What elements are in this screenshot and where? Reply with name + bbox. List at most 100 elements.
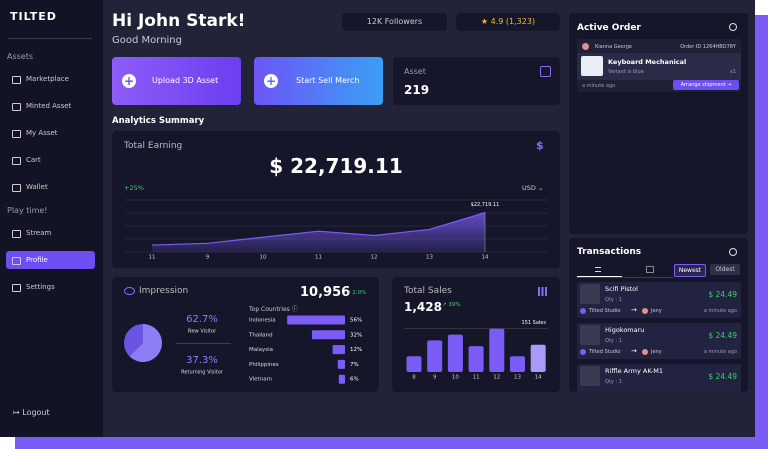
upload-label: Upload 3D Asset (152, 76, 219, 85)
item-price: $ 24.49 (708, 372, 737, 381)
menu-item[interactable]: Minted Asset (26, 102, 72, 110)
country-bar (332, 345, 345, 355)
sales-title: Total Sales (404, 286, 452, 296)
sell-button[interactable]: + Start Sell Merch (254, 57, 383, 105)
impression-total: 10,956 (300, 285, 351, 300)
item-thumb (580, 284, 600, 304)
currency: USD (522, 184, 536, 192)
item-thumb (580, 325, 600, 345)
currency-select[interactable]: USD ⌄ (522, 184, 544, 192)
upload-button[interactable]: + Upload 3D Asset (112, 57, 241, 105)
x-tick-label: 13 (426, 255, 433, 261)
sales-bar (406, 356, 422, 372)
item-thumb (580, 366, 600, 386)
country-bar (338, 374, 345, 384)
impression-change-value: 2.0% (352, 290, 367, 296)
logout[interactable]: ↦ Logout (13, 408, 50, 417)
earning-total: $ 22,719.11 (269, 154, 403, 178)
arrow: → (631, 347, 637, 355)
earning-line (151, 212, 486, 246)
transactions-title: Transactions (577, 247, 642, 257)
menu-item[interactable]: Profile (26, 256, 48, 264)
followers: 12K Followers (342, 13, 447, 31)
sales-total: 1,428 (404, 300, 442, 314)
list-tab[interactable] (595, 267, 601, 272)
subtitle: Good Morning (112, 35, 182, 46)
item-to: Jeny (651, 308, 662, 314)
logout-label: Logout (22, 408, 50, 417)
item-from: Tilted Studio (589, 308, 621, 314)
menu-item[interactable]: My Asset (26, 129, 58, 137)
customer: Kianna George (595, 44, 632, 50)
menu-icon (12, 230, 21, 238)
item-price: $ 24.49 (708, 290, 737, 299)
impression-change: ↗ 2.0% (346, 290, 367, 296)
sidebar: TILTED ↦ Logout Assets Marketplace Minted … (0, 0, 103, 437)
x-tick-label: 14 (535, 375, 542, 381)
to-avatar (642, 308, 648, 314)
annotation: $22,719.11 (471, 202, 500, 208)
rating-value: 4.9 (490, 17, 504, 26)
x-tick-label: 13 (514, 375, 521, 381)
country-value: 32% (350, 332, 362, 338)
arrange-label: Arrange shipment (680, 82, 726, 88)
variant: Variant is blue (608, 69, 644, 75)
x-tick-label: 11 (473, 375, 480, 381)
country-value: 7% (350, 362, 359, 368)
order-box: Kianna George Order ID 1264HBD78Y Keyboa… (577, 39, 741, 92)
item-time: a minute ago (703, 308, 737, 314)
newest-button[interactable]: Newest (674, 264, 706, 277)
x-tick-label: 11 (315, 255, 322, 261)
arrange-button[interactable]: Arrange shipment → (673, 80, 739, 90)
sales-card: Total Sales 1,428 ↗ 39% (392, 277, 560, 392)
earning-change: +25% (124, 184, 144, 192)
menu-item[interactable]: Cart (26, 156, 41, 164)
rating: ★ 4.9 (1,323) (456, 13, 560, 31)
x-tick-label: 11 (149, 255, 156, 261)
product-row (577, 53, 741, 80)
item-time: a minute ago (703, 349, 737, 355)
transaction-row (577, 323, 741, 359)
menu-item[interactable]: Settings (26, 283, 55, 291)
arrow: → (631, 306, 637, 314)
menu-icon (12, 103, 21, 111)
x-tick-label: 10 (452, 375, 459, 381)
menu-item[interactable]: Stream (26, 229, 52, 237)
countries-title: Top Countries ⓘ (249, 306, 298, 313)
search-icon[interactable] (729, 23, 737, 31)
dashboard: TILTED ↦ Logout Assets Marketplace Minted … (0, 0, 755, 437)
grid-tab[interactable] (646, 266, 654, 273)
country-label: Vietnam (249, 377, 272, 383)
x-tick-label: 8 (412, 375, 416, 381)
active-highlight (6, 251, 95, 269)
to-avatar (642, 349, 648, 355)
country-label: Malaysia (249, 347, 273, 353)
country-label: Indonesia (249, 318, 276, 324)
menu-group-title: Play time! (7, 206, 48, 215)
earning-title: Total Earning (124, 141, 183, 151)
menu-group-title: Assets (7, 52, 34, 61)
x-tick-label: 12 (493, 375, 500, 381)
sales-bar (510, 356, 525, 372)
country-value: 56% (350, 318, 362, 324)
avatar (582, 43, 589, 50)
item-price: $ 24.49 (708, 331, 737, 340)
product-thumb (581, 56, 603, 76)
asset-value: 219 (404, 83, 430, 97)
item-qty: Qty : 1 (605, 379, 622, 385)
item-name: Higokomaru (605, 326, 645, 334)
menu-item[interactable]: Marketplace (26, 75, 69, 83)
asset-card: Asset 219 (393, 57, 560, 105)
sell-label: Start Sell Merch (296, 76, 360, 85)
menu-item[interactable]: Wallet (26, 183, 48, 191)
reviews: (1,323) (505, 17, 536, 26)
menu-icon (12, 284, 21, 292)
divider (176, 343, 231, 344)
search-icon[interactable] (729, 248, 737, 256)
oldest-button[interactable]: Oldest (710, 264, 740, 275)
from-avatar (580, 349, 586, 355)
item-to: Jeny (651, 349, 662, 355)
from-avatar (580, 308, 586, 314)
transaction-row (577, 364, 741, 392)
